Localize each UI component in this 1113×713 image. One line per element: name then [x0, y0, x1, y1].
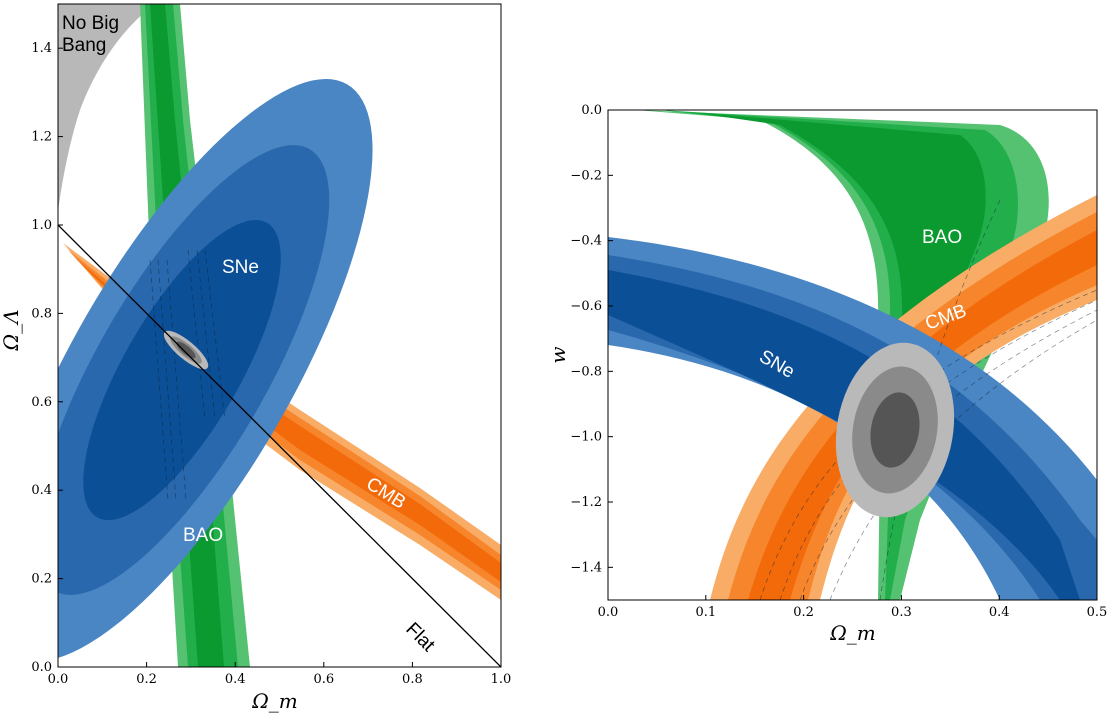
left-ylabel: Ω_Λ — [0, 309, 23, 351]
y-tick-label: −1.0 — [570, 430, 602, 445]
y-tick-label: −0.6 — [570, 299, 602, 314]
cmb-contour-1sigma — [75, 258, 501, 582]
y-tick-label: −0.4 — [570, 234, 602, 249]
x-tick-label: 1.0 — [491, 672, 512, 687]
x-tick-label: 0.3 — [891, 605, 912, 620]
label-bao-right: BAO — [922, 227, 962, 248]
y-tick-label: 1.4 — [31, 41, 52, 56]
y-tick-label: 0.8 — [31, 306, 52, 321]
y-tick-label: −1.2 — [570, 495, 602, 510]
left-xlabel: Ω_m — [251, 689, 298, 713]
x-tick-label: 0.0 — [598, 605, 619, 620]
y-tick-label: 1.0 — [31, 218, 52, 233]
x-tick-label: 0.4 — [225, 672, 246, 687]
left-plot-area — [58, 4, 501, 667]
left-plot-frame — [57, 3, 502, 668]
right-plot-area — [608, 110, 1097, 600]
right-ticks: 0.0 0.1 0.2 0.3 0.4 0.5 0.0 −0.2 −0.4 −0.6 −0.8 −1.… — [570, 103, 1107, 620]
combined-contour-1sigma — [176, 341, 196, 359]
combined-contours-left — [163, 330, 209, 370]
y-tick-label: −0.2 — [570, 168, 602, 183]
sne-contours-left — [58, 78, 373, 662]
x-tick-label: 0.0 — [48, 672, 69, 687]
x-tick-label: 0.2 — [793, 605, 814, 620]
flat-line — [58, 224, 501, 667]
y-tick-label: −1.4 — [570, 560, 602, 575]
x-tick-label: 0.4 — [989, 605, 1010, 620]
label-sne-left: SNe — [222, 257, 259, 278]
label-no-big-bang-line1: No Big Bang — [62, 13, 119, 56]
y-tick-label: 0.2 — [31, 572, 52, 587]
right-plot: BAO CMB SNe Ω_m w 0.0 0.1 0.2 0.3 0.4 0.50.0−… — [546, 103, 1107, 645]
right-plot-frame — [607, 109, 1098, 601]
left-plot: No Big Bang SNe BAO CMB Flat Ω_m Ω_Λ 0.0 0… — [0, 3, 511, 713]
sne-contour-1sigma — [608, 270, 1080, 600]
y-tick-label: −0.8 — [570, 364, 602, 379]
y-tick-label: 0.0 — [31, 660, 52, 675]
x-tick-label: 0.5 — [1087, 605, 1108, 620]
combined-contour-1sigma — [870, 392, 920, 468]
x-tick-label: 0.2 — [136, 672, 157, 687]
y-tick-label: 0.4 — [31, 483, 52, 498]
sne-contour-1sigma — [83, 219, 281, 521]
y-tick-label: 0.0 — [581, 103, 602, 118]
right-xlabel: Ω_m — [829, 621, 876, 645]
right-ylabel: w — [546, 346, 570, 363]
y-tick-label: 1.2 — [31, 130, 52, 145]
bao-dashed-overlay-left — [149, 249, 226, 501]
x-tick-label: 0.6 — [313, 672, 334, 687]
combined-contours-right — [835, 342, 955, 518]
no-big-bang-region — [58, 4, 155, 212]
left-ticks: 0.0 0.2 0.4 0.6 0.8 1.0 0.0 0.2 0.4 0.6 0.8 1.0 1.2 1… — [31, 41, 511, 687]
label-bao-left: BAO — [183, 525, 223, 546]
label-flat: Flat — [401, 619, 439, 657]
cmb-contour-1sigma — [748, 230, 1097, 600]
x-tick-label: 0.1 — [695, 605, 716, 620]
x-tick-label: 0.8 — [402, 672, 423, 687]
y-tick-label: 0.6 — [31, 395, 52, 410]
